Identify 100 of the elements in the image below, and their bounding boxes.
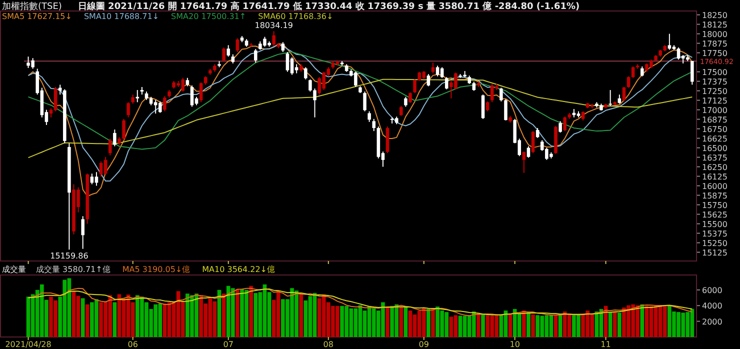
- candlestick: [404, 96, 408, 108]
- bar: [454, 315, 458, 337]
- bar: [476, 314, 480, 337]
- y-tick-label: 16500: [702, 144, 728, 153]
- bar: [399, 306, 404, 337]
- candlestick: [290, 56, 294, 76]
- candlestick: [226, 44, 230, 58]
- y-tick-label: 15625: [702, 210, 728, 220]
- x-tick-label: 06: [128, 340, 138, 349]
- candlestick: [413, 78, 416, 94]
- bar: [431, 308, 435, 337]
- y-tick-label: 17375: [702, 77, 728, 86]
- candlestick: [386, 126, 390, 154]
- candlestick: [286, 52, 290, 72]
- candlestick: [131, 94, 134, 104]
- candlestick: [108, 138, 112, 156]
- y-tick-label: 16250: [702, 162, 728, 172]
- bar: [72, 291, 76, 337]
- y-tick-label: 15375: [702, 229, 728, 238]
- candlestick: [99, 160, 103, 178]
- candlestick: [222, 46, 226, 62]
- y-tick-label: 16000: [702, 182, 728, 191]
- candlestick: [522, 151, 526, 174]
- bar: [276, 290, 280, 337]
- bar: [449, 316, 454, 337]
- bar: [526, 312, 530, 337]
- candlestick: [199, 82, 203, 103]
- candlestick: [81, 216, 84, 250]
- text: SMA20 17500.31↑: [171, 12, 246, 21]
- candlestick: [308, 78, 312, 92]
- candlestick: [190, 84, 194, 108]
- candlestick: [254, 48, 258, 64]
- candlestick: [526, 146, 530, 158]
- y-tick-label: 18250: [702, 10, 728, 20]
- series-label: 成交量 3580.71↑億: [36, 265, 110, 274]
- bar: [458, 316, 462, 337]
- y-tick-label: 17250: [702, 86, 728, 96]
- text: SMA5 17627.15↓: [2, 12, 72, 21]
- candlestick: [408, 92, 412, 104]
- y-tick-label: 17500: [702, 68, 728, 77]
- y-tick-label: 6000: [702, 286, 722, 295]
- bar: [230, 288, 235, 337]
- y-tick-label: 15125: [702, 248, 728, 258]
- candlestick: [113, 129, 116, 147]
- bar: [640, 304, 644, 337]
- x-tick-label: 2021/04/28: [5, 340, 52, 349]
- bar: [426, 308, 430, 337]
- chart-title: 成交量: [2, 265, 26, 274]
- y-tick-label: 15500: [702, 220, 728, 229]
- y-tick-label: 4000: [702, 302, 722, 311]
- candlestick: [486, 100, 490, 112]
- bar: [481, 314, 485, 337]
- text: MA5 3190.05↓億: [122, 265, 190, 274]
- bar: [236, 288, 240, 337]
- candlestick: [581, 110, 585, 121]
- text: SMA60 17168.36↓: [258, 12, 334, 21]
- y-tick-label: 16875: [702, 115, 728, 124]
- bar: [404, 307, 408, 337]
- y-tick-label: 18000: [702, 30, 728, 39]
- y-tick-label: 2000: [702, 317, 722, 326]
- bar: [112, 302, 117, 337]
- candlestick: [231, 54, 235, 64]
- y-tick-label: 16375: [702, 153, 728, 162]
- candlestick: [136, 90, 140, 103]
- x-tick-label: 11: [600, 340, 611, 349]
- chart-subtitle: 日線圖 2021/11/26 開 17641.79 高 17641.79 低 17330.44 收 17369.39 s 量 3580.71 億 -284.80 (-1.61%): [78, 1, 580, 12]
- bar: [167, 302, 172, 337]
- bar: [531, 314, 535, 337]
- candlestick: [400, 105, 403, 116]
- candlestick: [436, 65, 440, 77]
- bar: [304, 300, 308, 337]
- y-tick-label: 15250: [702, 238, 728, 248]
- bar: [386, 307, 390, 337]
- candlestick: [304, 66, 308, 80]
- candlestick: [500, 87, 503, 102]
- y-tick-label: 15875: [702, 191, 728, 200]
- candlestick: [618, 94, 622, 104]
- x-tick-label: 08: [323, 340, 334, 349]
- candlestick: [363, 91, 366, 112]
- bar: [212, 301, 217, 337]
- candlestick: [608, 90, 612, 106]
- bar: [508, 314, 512, 337]
- candlestick: [122, 118, 126, 141]
- y-tick-label: 16625: [702, 134, 728, 144]
- candlestick: [426, 74, 430, 87]
- annotation: 15159.86: [50, 252, 88, 261]
- candlestick: [313, 88, 316, 118]
- x-tick-label: 07: [223, 340, 234, 349]
- y-tick-label: 15750: [702, 200, 728, 210]
- bar: [262, 284, 267, 337]
- candlestick: [163, 96, 166, 112]
- candlestick: [372, 118, 376, 132]
- candlestick: [668, 33, 672, 50]
- y-tick-label: 16750: [702, 124, 728, 134]
- candlestick: [626, 76, 630, 88]
- bar: [422, 307, 426, 337]
- chart-title: 加權指數(TSE): [2, 1, 62, 12]
- text: SMA10 17688.71↓: [84, 12, 160, 21]
- y-tick-label: 17125: [702, 96, 728, 106]
- bar: [567, 314, 572, 337]
